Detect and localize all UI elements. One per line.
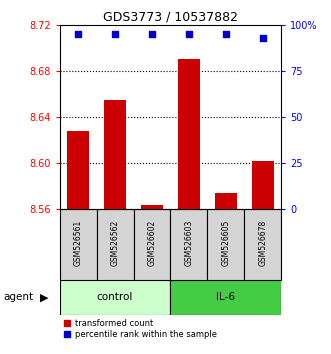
Bar	[60, 280, 170, 315]
Point	[186, 31, 192, 37]
Text: GSM526605: GSM526605	[221, 219, 230, 266]
Title: GDS3773 / 10537882: GDS3773 / 10537882	[103, 11, 238, 24]
Bar	[208, 209, 244, 280]
Bar	[133, 209, 170, 280]
Legend: transformed count, percentile rank within the sample: transformed count, percentile rank withi…	[64, 319, 216, 339]
Bar	[141, 205, 163, 209]
Bar	[215, 193, 237, 209]
Bar	[67, 131, 89, 209]
Point	[75, 31, 81, 37]
Text: ▶: ▶	[40, 292, 48, 302]
Bar	[178, 59, 200, 209]
Bar	[170, 280, 281, 315]
Text: GSM526603: GSM526603	[184, 219, 193, 266]
Bar	[244, 209, 281, 280]
Point	[260, 35, 265, 40]
Text: agent: agent	[3, 292, 33, 302]
Point	[112, 31, 118, 37]
Text: GSM526562: GSM526562	[111, 220, 119, 266]
Text: GSM526602: GSM526602	[148, 220, 157, 266]
Text: GSM526561: GSM526561	[73, 220, 82, 266]
Text: control: control	[97, 292, 133, 302]
Bar	[104, 99, 126, 209]
Text: GSM526678: GSM526678	[259, 220, 267, 266]
Point	[223, 31, 228, 37]
Bar	[252, 161, 274, 209]
Point	[149, 31, 155, 37]
Bar	[60, 209, 97, 280]
Text: IL-6: IL-6	[216, 292, 235, 302]
Bar	[97, 209, 133, 280]
Bar	[170, 209, 208, 280]
